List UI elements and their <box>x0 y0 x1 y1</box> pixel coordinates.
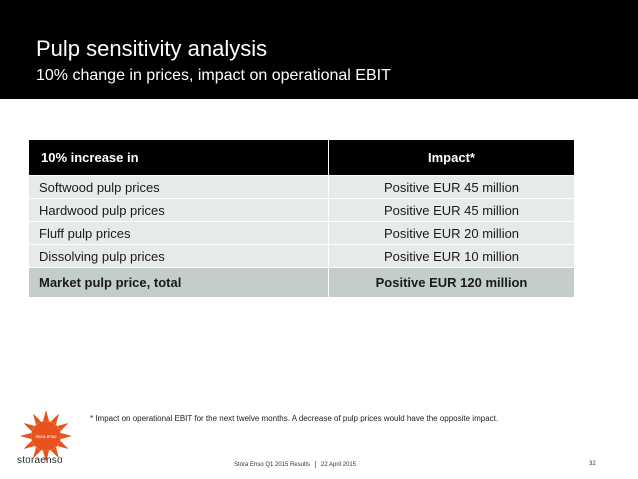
footer-separator <box>315 461 317 468</box>
row-label: Hardwood pulp prices <box>29 198 329 222</box>
table-row: Softwood pulp prices Positive EUR 45 mil… <box>29 175 574 199</box>
row-impact: Positive EUR 45 million <box>328 198 574 222</box>
stora-enso-logo-icon: stora enso <box>20 410 72 462</box>
row-impact: Positive EUR 10 million <box>328 244 574 268</box>
page-number: 32 <box>589 461 596 467</box>
column-header-increase: 10% increase in <box>29 140 329 176</box>
row-label: Fluff pulp prices <box>29 221 329 245</box>
footnote: * Impact on operational EBIT for the nex… <box>90 414 499 423</box>
row-impact: Positive EUR 20 million <box>328 221 574 245</box>
footer-date: 22 April 2015 <box>321 462 357 469</box>
slide-title: Pulp sensitivity analysis <box>36 36 268 61</box>
logo-wordmark: storaenso <box>17 455 63 466</box>
footer-company: Stora Enso Q1 2015 Results <box>234 462 311 469</box>
table-header-row: 10% increase in Impact* <box>29 140 574 176</box>
slide-header: Pulp sensitivity analysis 10% change in … <box>0 0 638 99</box>
table-total-row: Market pulp price, total Positive EUR 12… <box>29 267 574 298</box>
footer-info: Stora Enso Q1 2015 Results 22 April 2015 <box>234 461 356 468</box>
total-impact: Positive EUR 120 million <box>328 267 574 298</box>
table-row: Hardwood pulp prices Positive EUR 45 mil… <box>29 198 574 222</box>
logo-badge-text: stora enso <box>35 434 57 439</box>
row-label: Dissolving pulp prices <box>29 244 329 268</box>
table-row: Dissolving pulp prices Positive EUR 10 m… <box>29 244 574 268</box>
row-label: Softwood pulp prices <box>29 175 329 199</box>
sensitivity-table: 10% increase in Impact* Softwood pulp pr… <box>29 140 574 298</box>
total-label: Market pulp price, total <box>29 267 329 298</box>
row-impact: Positive EUR 45 million <box>328 175 574 199</box>
column-header-impact: Impact* <box>328 140 574 176</box>
table-row: Fluff pulp prices Positive EUR 20 millio… <box>29 221 574 245</box>
slide-subtitle: 10% change in prices, impact on operatio… <box>36 67 391 84</box>
